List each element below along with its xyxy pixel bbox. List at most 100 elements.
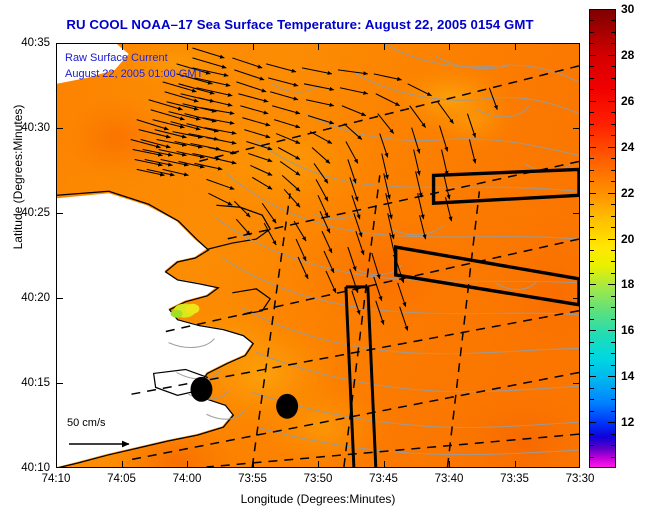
y-tick-label: 40:15 bbox=[21, 377, 50, 389]
colorbar-tick-left bbox=[590, 272, 594, 274]
colorbar-tick-label: 30 bbox=[621, 2, 635, 16]
vector-scale-legend: 50 cm/s bbox=[63, 417, 171, 461]
colorbar-tick-right bbox=[611, 227, 615, 229]
colorbar-tick-left bbox=[590, 249, 594, 251]
x-tick-mark-top bbox=[121, 44, 123, 50]
map-plot-area[interactable]: Raw Surface Current August 22, 2005 01:0… bbox=[56, 43, 580, 468]
colorbar-tick-label: 28 bbox=[621, 47, 635, 62]
colorbar-tick-left bbox=[590, 123, 594, 125]
colorbar-tick-right bbox=[611, 20, 615, 22]
x-tick-label: 73:45 bbox=[369, 473, 398, 485]
y-tick-mark-right bbox=[573, 383, 579, 384]
x-tick-mark bbox=[187, 461, 188, 467]
colorbar-tick-left bbox=[590, 204, 594, 206]
x-tick-mark-top bbox=[514, 44, 516, 50]
annotation-line-2: August 22, 2005 01:00 GMT bbox=[65, 68, 204, 80]
colorbar-tick-left bbox=[590, 445, 594, 447]
y-tick-mark bbox=[57, 383, 63, 384]
colorbar-tick-right bbox=[611, 387, 615, 389]
colorbar-tick-left bbox=[590, 261, 594, 263]
colorbar-tick-right bbox=[611, 399, 615, 401]
colorbar-tick-left bbox=[590, 192, 596, 194]
x-tick-label: 73:30 bbox=[565, 473, 595, 485]
colorbar-tick-left bbox=[590, 341, 594, 343]
colorbar-tick-left bbox=[590, 467, 594, 468]
colorbar-tick-right bbox=[608, 422, 615, 424]
colorbar-tick-right bbox=[611, 169, 615, 171]
x-tick-mark-top bbox=[318, 44, 319, 50]
x-tick-label: 73:40 bbox=[434, 473, 464, 485]
x-tick-mark-top bbox=[383, 44, 385, 50]
colorbar-tick-left bbox=[590, 387, 594, 389]
colorbar-tick-left bbox=[590, 100, 596, 102]
colorbar-tick-right bbox=[611, 77, 615, 79]
surface-current-vectors bbox=[130, 47, 498, 331]
sst-contours bbox=[168, 44, 579, 456]
colorbar-tick-right bbox=[611, 307, 615, 309]
colorbar-tick-left bbox=[590, 376, 596, 378]
colorbar-tick-left bbox=[590, 227, 594, 229]
colorbar-tick-left bbox=[590, 54, 596, 56]
y-tick-mark-right bbox=[573, 213, 579, 214]
x-tick-label: 73:35 bbox=[500, 473, 529, 485]
colorbar-tick-right bbox=[611, 456, 615, 458]
x-tick-label: 74:00 bbox=[172, 473, 202, 485]
colorbar-tick-label: 20 bbox=[621, 231, 635, 246]
colorbar-tick-left bbox=[590, 169, 594, 171]
colorbar-tick-left bbox=[590, 410, 594, 412]
colorbar-tick-right bbox=[611, 445, 615, 447]
colorbar-tick-left bbox=[590, 77, 594, 79]
x-axis-label: Longitude (Degrees:Minutes) bbox=[240, 492, 396, 506]
x-tick-mark bbox=[449, 461, 450, 467]
colorbar-tick-right bbox=[608, 284, 615, 286]
y-tick-label: 40:20 bbox=[21, 292, 50, 304]
nearshore-warm-pixels bbox=[170, 303, 200, 318]
x-tick-mark-top bbox=[187, 44, 188, 50]
x-tick-mark-top bbox=[252, 44, 254, 50]
station-markers bbox=[190, 376, 299, 419]
colorbar-tick-left bbox=[590, 422, 596, 424]
x-tick-mark-top bbox=[578, 44, 580, 50]
colorbar-tick-left bbox=[590, 112, 594, 114]
x-tick-mark-top bbox=[56, 44, 57, 50]
colorbar-tick-left bbox=[590, 20, 594, 22]
colorbar-tick-left bbox=[590, 43, 594, 45]
colorbar-tick-right bbox=[611, 433, 615, 435]
y-tick-mark-right bbox=[573, 298, 579, 299]
colorbar-tick-right bbox=[611, 135, 615, 137]
colorbar-tick-right bbox=[611, 204, 615, 206]
colorbar-tick-left bbox=[590, 238, 596, 240]
radar-beam-footprints bbox=[394, 167, 579, 307]
radar-radial-lines bbox=[128, 65, 579, 467]
colorbar-tick-right bbox=[608, 192, 615, 194]
colorbar-tick-right bbox=[611, 261, 615, 263]
colorbar-tick-right bbox=[611, 181, 615, 183]
y-tick-mark bbox=[57, 213, 63, 214]
colorbar-tick-right bbox=[608, 9, 615, 10]
station-marker-1 bbox=[190, 376, 213, 402]
colorbar-tick-right bbox=[611, 158, 615, 160]
colorbar-tick-label: 26 bbox=[621, 93, 635, 108]
y-tick-mark bbox=[57, 466, 63, 468]
colorbar-tick-label: 22 bbox=[621, 185, 635, 200]
y-axis-label: Latitude (Degrees:Minutes) bbox=[11, 104, 25, 250]
colorbar-tick-left bbox=[590, 284, 596, 286]
y-tick-label: 40:10 bbox=[21, 462, 50, 474]
right-arrow-icon bbox=[69, 440, 130, 448]
x-tick-mark bbox=[318, 461, 319, 467]
y-tick-mark-right bbox=[573, 43, 579, 44]
colorbar-tick-left bbox=[590, 295, 594, 297]
colorbar-tick-right bbox=[611, 341, 615, 343]
y-tick-mark bbox=[57, 128, 63, 129]
colorbar-tick-label: 14 bbox=[621, 369, 635, 384]
y-tick-mark-right bbox=[573, 128, 579, 129]
colorbar-tick-left bbox=[590, 433, 594, 435]
y-tick-label: 40:30 bbox=[21, 122, 50, 134]
station-marker-2 bbox=[276, 393, 299, 419]
colorbar-tick-left bbox=[590, 353, 594, 355]
x-tick-label: 73:50 bbox=[303, 473, 333, 485]
page-title: RU COOL NOAA–17 Sea Surface Temperature:… bbox=[66, 17, 534, 32]
colorbar-tick-right bbox=[611, 43, 615, 45]
y-tick-mark bbox=[57, 298, 63, 299]
colorbar-tick-right bbox=[611, 410, 615, 412]
